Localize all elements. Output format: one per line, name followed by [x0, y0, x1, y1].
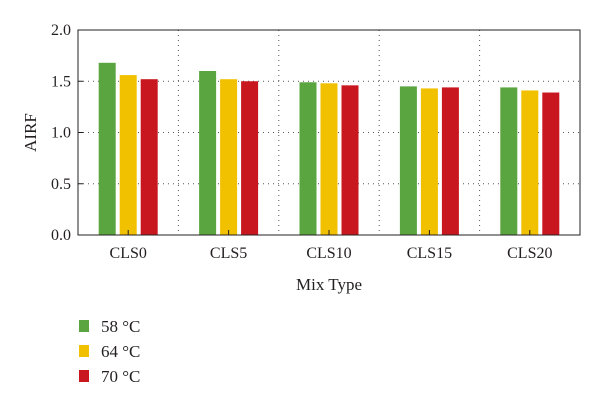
x-tick-label: CLS10 [306, 245, 351, 262]
y-tick-label: 1.5 [51, 73, 71, 90]
legend-label: 70 °C [101, 367, 140, 386]
legend-swatch [79, 320, 89, 332]
y-axis-ticks: 0.0 0.5 1.0 1.5 2.0 [51, 22, 83, 244]
y-tick-label: 2.0 [51, 22, 71, 39]
legend-label: 64 °C [101, 342, 140, 361]
bar [241, 81, 259, 235]
bar [199, 71, 217, 235]
bar [542, 92, 560, 236]
x-tick-label: CLS0 [110, 245, 147, 262]
bar [521, 90, 539, 235]
legend: 58 °C 64 °C 70 °C [79, 317, 140, 386]
bars [98, 62, 560, 236]
y-axis-label: AIRF [21, 113, 40, 152]
bar [220, 79, 238, 235]
x-tick-label: CLS15 [407, 245, 452, 262]
y-tick-label: 0.0 [51, 227, 71, 244]
y-tick-label: 1.0 [51, 125, 71, 142]
bar [500, 87, 518, 236]
bar [119, 75, 137, 235]
y-tick-label: 0.5 [51, 176, 71, 193]
bar [420, 88, 438, 235]
bar [399, 86, 417, 235]
bar [441, 87, 459, 236]
bar [98, 62, 116, 235]
legend-swatch [79, 345, 89, 357]
legend-swatch [79, 370, 89, 382]
bar [140, 79, 158, 235]
bar [299, 82, 317, 236]
x-axis-label: Mix Type [296, 275, 362, 294]
x-axis-ticks: CLS0 CLS5 CLS10 CLS15 CLS20 [110, 230, 552, 262]
x-tick-label: CLS20 [507, 245, 552, 262]
bar [341, 85, 359, 235]
x-tick-label: CLS5 [210, 245, 247, 262]
bar [320, 83, 338, 235]
legend-label: 58 °C [101, 317, 140, 336]
